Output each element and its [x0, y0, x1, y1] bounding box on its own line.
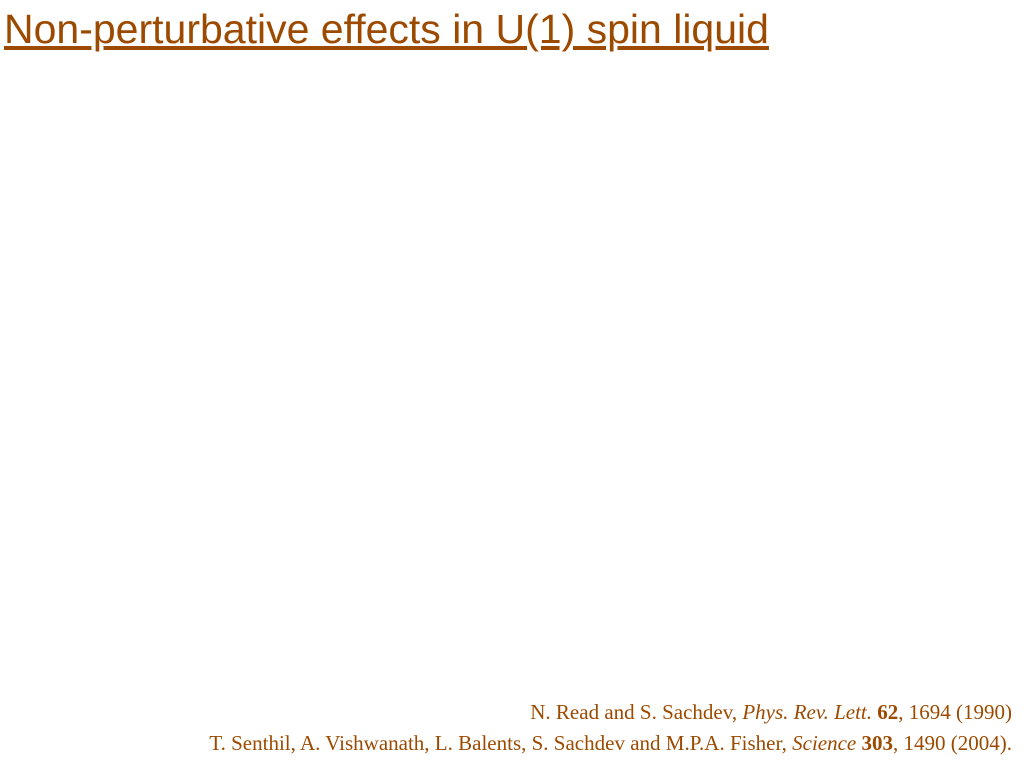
ref-rest: , 1490 (2004). — [893, 731, 1012, 755]
slide-title: Non-perturbative effects in U(1) spin li… — [4, 6, 769, 53]
ref-authors: T. Senthil, A. Vishwanath, L. Balents, S… — [209, 731, 792, 755]
ref-journal: Phys. Rev. Lett. — [742, 700, 877, 724]
references-block: N. Read and S. Sachdev, Phys. Rev. Lett.… — [12, 697, 1012, 758]
ref-volume: 303 — [862, 731, 894, 755]
ref-authors: N. Read and S. Sachdev, — [530, 700, 742, 724]
ref-volume: 62 — [877, 700, 898, 724]
ref-rest: , 1694 (1990) — [898, 700, 1012, 724]
reference-line: T. Senthil, A. Vishwanath, L. Balents, S… — [12, 728, 1012, 758]
ref-journal: Science — [792, 731, 861, 755]
reference-line: N. Read and S. Sachdev, Phys. Rev. Lett.… — [12, 697, 1012, 727]
